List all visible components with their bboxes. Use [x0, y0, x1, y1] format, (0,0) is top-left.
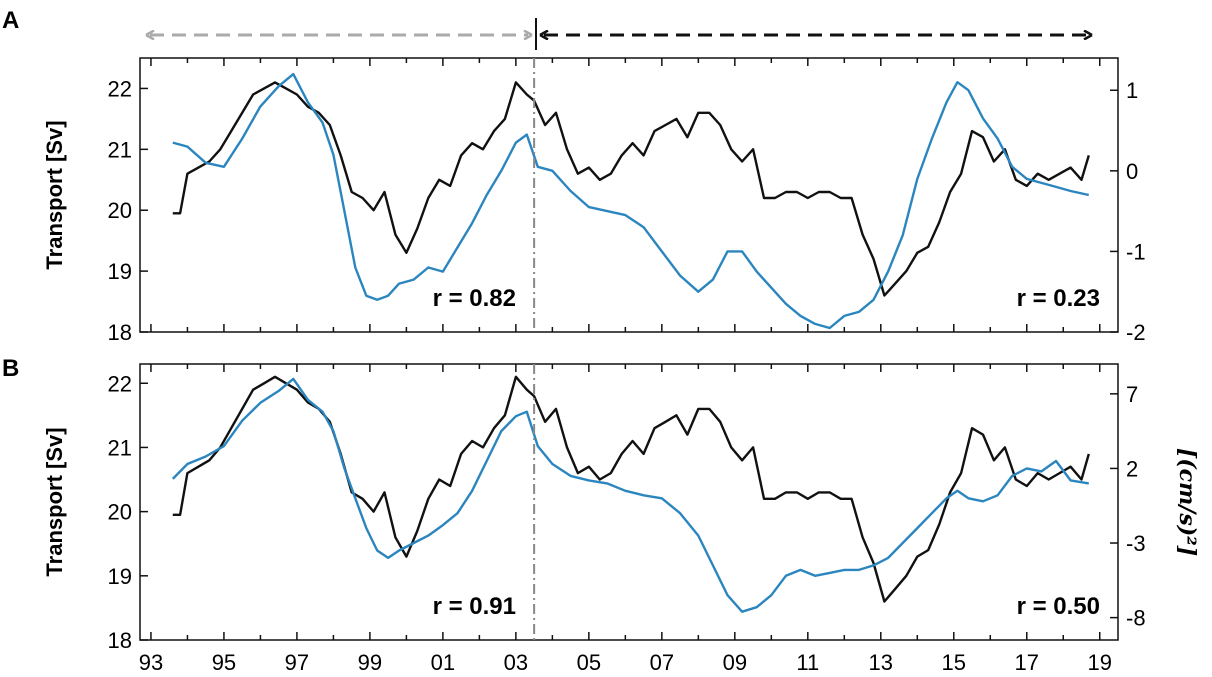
- x-tick-label: 15: [942, 650, 966, 675]
- y2-tick-label: -8: [1126, 606, 1146, 631]
- x-tick-label: 95: [212, 650, 236, 675]
- y-tick-label: 19: [108, 259, 132, 284]
- y2-axis-label: [(cm/s)²]: [1174, 448, 1200, 556]
- x-tick-label: 93: [139, 650, 163, 675]
- x-tick-label: 05: [577, 650, 601, 675]
- correlation-label-early: r = 0.91: [433, 593, 516, 620]
- x-tick-label: 99: [358, 650, 382, 675]
- x-tick-label: 13: [869, 650, 893, 675]
- y2-tick-label: -2: [1126, 320, 1146, 345]
- y-tick-label: 18: [108, 320, 132, 345]
- y-axis-label: Transport [Sv]: [42, 120, 67, 269]
- y2-tick-label: 0: [1126, 159, 1138, 184]
- x-tick-label: 07: [650, 650, 674, 675]
- transport-series-line: [172, 81, 1090, 297]
- y-tick-label: 20: [108, 500, 132, 525]
- x-tick-label: 11: [796, 650, 819, 675]
- y2-tick-label: 2: [1126, 456, 1138, 481]
- panel-letter: B: [2, 355, 19, 382]
- correlation-label-late: r = 0.50: [1017, 593, 1100, 620]
- correlation-label-late: r = 0.23: [1017, 285, 1100, 312]
- x-tick-label: 03: [504, 650, 528, 675]
- y-tick-label: 18: [108, 628, 132, 653]
- y2-tick-label: 1: [1126, 78, 1138, 103]
- y-tick-label: 20: [108, 198, 132, 223]
- y-tick-label: 22: [108, 76, 132, 101]
- y-axis-label: Transport [Sv]: [42, 427, 67, 576]
- transport-series-line: [172, 375, 1090, 603]
- panel-letter: A: [2, 7, 19, 34]
- y2-tick-label: -1: [1126, 239, 1146, 264]
- y-tick-label: 19: [108, 564, 132, 589]
- plot-frame: [139, 363, 1119, 641]
- correlation-label-early: r = 0.82: [433, 285, 516, 312]
- panel-b: B 18 19 20 21 22 -8 -3 2 7 93 95 97 99 01 03 05 07 09 11 13 1…: [2, 355, 1200, 675]
- x-tick-label: 97: [285, 650, 309, 675]
- x-tick-label: 01: [431, 650, 455, 675]
- index-series-line: [171, 377, 1089, 613]
- plot-frame: [139, 57, 1119, 333]
- y2-tick-label: -3: [1126, 531, 1146, 556]
- y-tick-label: 21: [108, 435, 132, 460]
- x-tick-label: 19: [1088, 650, 1112, 675]
- y-tick-label: 22: [108, 371, 132, 396]
- y2-tick-label: 7: [1126, 382, 1138, 407]
- x-tick-label: 17: [1015, 650, 1039, 675]
- x-tick-label: 09: [723, 650, 747, 675]
- panel-a: A 18 19 20 21 22 -2 -1 0 1 Transport [Sv] r = 0.82 r…: [2, 7, 1146, 345]
- index-series-line: [172, 72, 1090, 330]
- y-tick-label: 21: [108, 137, 132, 162]
